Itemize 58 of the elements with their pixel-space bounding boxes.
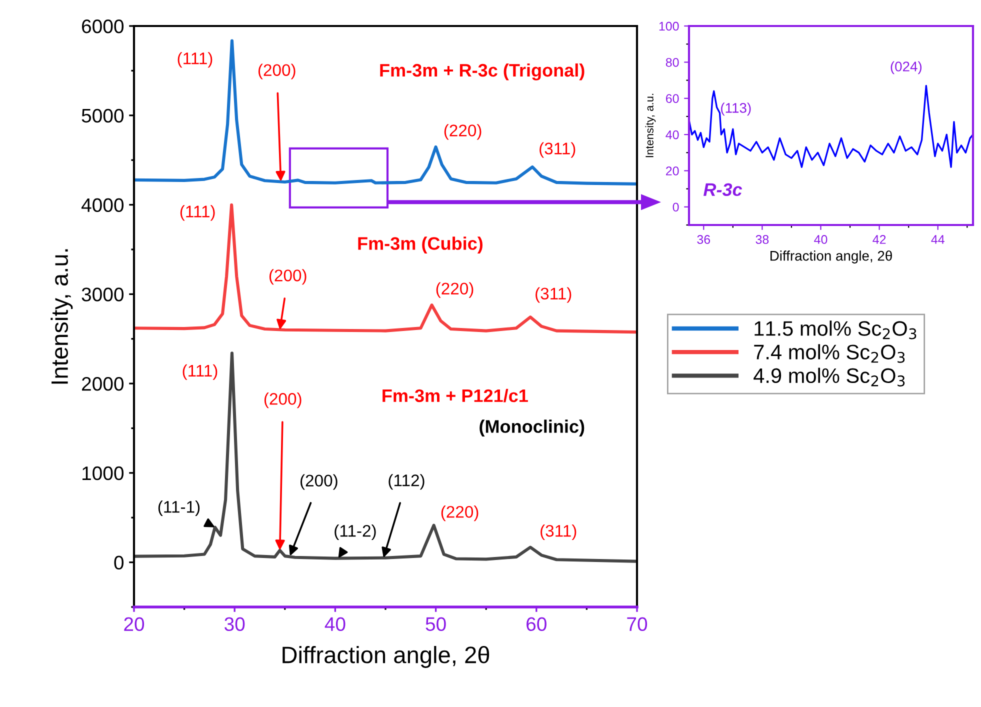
y-tick-label: 100 (659, 22, 679, 31)
y-tick-label: 3000 (82, 288, 124, 302)
annotation: (Monoclinic) (480, 420, 584, 436)
x-tick-label: 44 (931, 235, 944, 244)
line-series (134, 39, 637, 186)
x-tick-label: 70 (627, 617, 648, 632)
annotation: (311) (540, 142, 576, 158)
x-tick-label: 50 (426, 617, 446, 632)
annotation: (112) (388, 474, 424, 490)
annotation: Fm-3m + R-3c (Trigonal) (380, 63, 584, 80)
x-tick-label: 60 (526, 617, 546, 632)
annotation: (11-2) (334, 524, 376, 540)
legend-label: 11.5 mol% Sc$_{2}$O$_{3}$ (754, 320, 916, 340)
y-tick-label: 40 (666, 130, 679, 140)
annotation: (220) (436, 282, 474, 298)
annotation: (111) (182, 364, 218, 380)
x-tick-label: 42 (872, 235, 886, 244)
annotation: (311) (536, 287, 572, 303)
y-tick-label: 4000 (81, 198, 124, 212)
y-tick-label: 20 (666, 166, 679, 176)
annotation: (024) (890, 61, 922, 74)
x-axis-title: Diffraction angle, 2θ (282, 646, 490, 668)
x-tick-label: 40 (814, 235, 828, 244)
line-series (134, 203, 637, 334)
y-tick-label: 0 (672, 202, 679, 212)
y-tick-label: 0 (114, 556, 124, 570)
y-axis-title: Intensity, a.u. (50, 249, 73, 384)
annotation: (111) (180, 205, 215, 221)
annotation: Fm-3m (Cubic) (358, 236, 483, 254)
annotation: R-3c (704, 183, 742, 196)
annotation: (220) (441, 506, 478, 522)
annotation: (200) (258, 64, 296, 80)
x-tick-label: 36 (697, 235, 710, 244)
x-tick-label: 38 (756, 235, 769, 244)
annotation: (111) (178, 52, 212, 68)
annotation: (200) (300, 474, 338, 490)
x-tick-label: 30 (224, 617, 245, 632)
y-axis-title: Intensity, a.u. (645, 94, 656, 158)
annotation: (200) (264, 392, 302, 408)
y-tick-label: 6000 (82, 19, 124, 34)
line-series (689, 84, 973, 168)
y-tick-label: 80 (666, 58, 679, 67)
y-tick-label: 5000 (82, 108, 124, 123)
y-tick-label: 1000 (82, 466, 124, 480)
x-tick-label: 20 (124, 617, 144, 632)
x-tick-label: 40 (324, 617, 346, 632)
annotation: Fm-3m + P121/c1 (382, 388, 528, 402)
legend-label: 4.9 mol% Sc$_{2}$O$_{3}$ (754, 368, 905, 386)
annotation: (220) (444, 124, 482, 140)
y-tick-label: 2000 (82, 377, 124, 391)
legend-label: 7.4 mol% Sc$_{2}$O$_{3}$ (754, 344, 905, 363)
annotation: (311) (540, 524, 576, 540)
x-axis-title: Diffraction angle, 2θ (770, 250, 892, 264)
annotation: (200) (269, 269, 306, 285)
y-tick-label: 60 (666, 94, 679, 104)
annotation: (11-1) (158, 500, 200, 516)
annotation: (113) (721, 102, 751, 116)
line-series (134, 352, 637, 563)
